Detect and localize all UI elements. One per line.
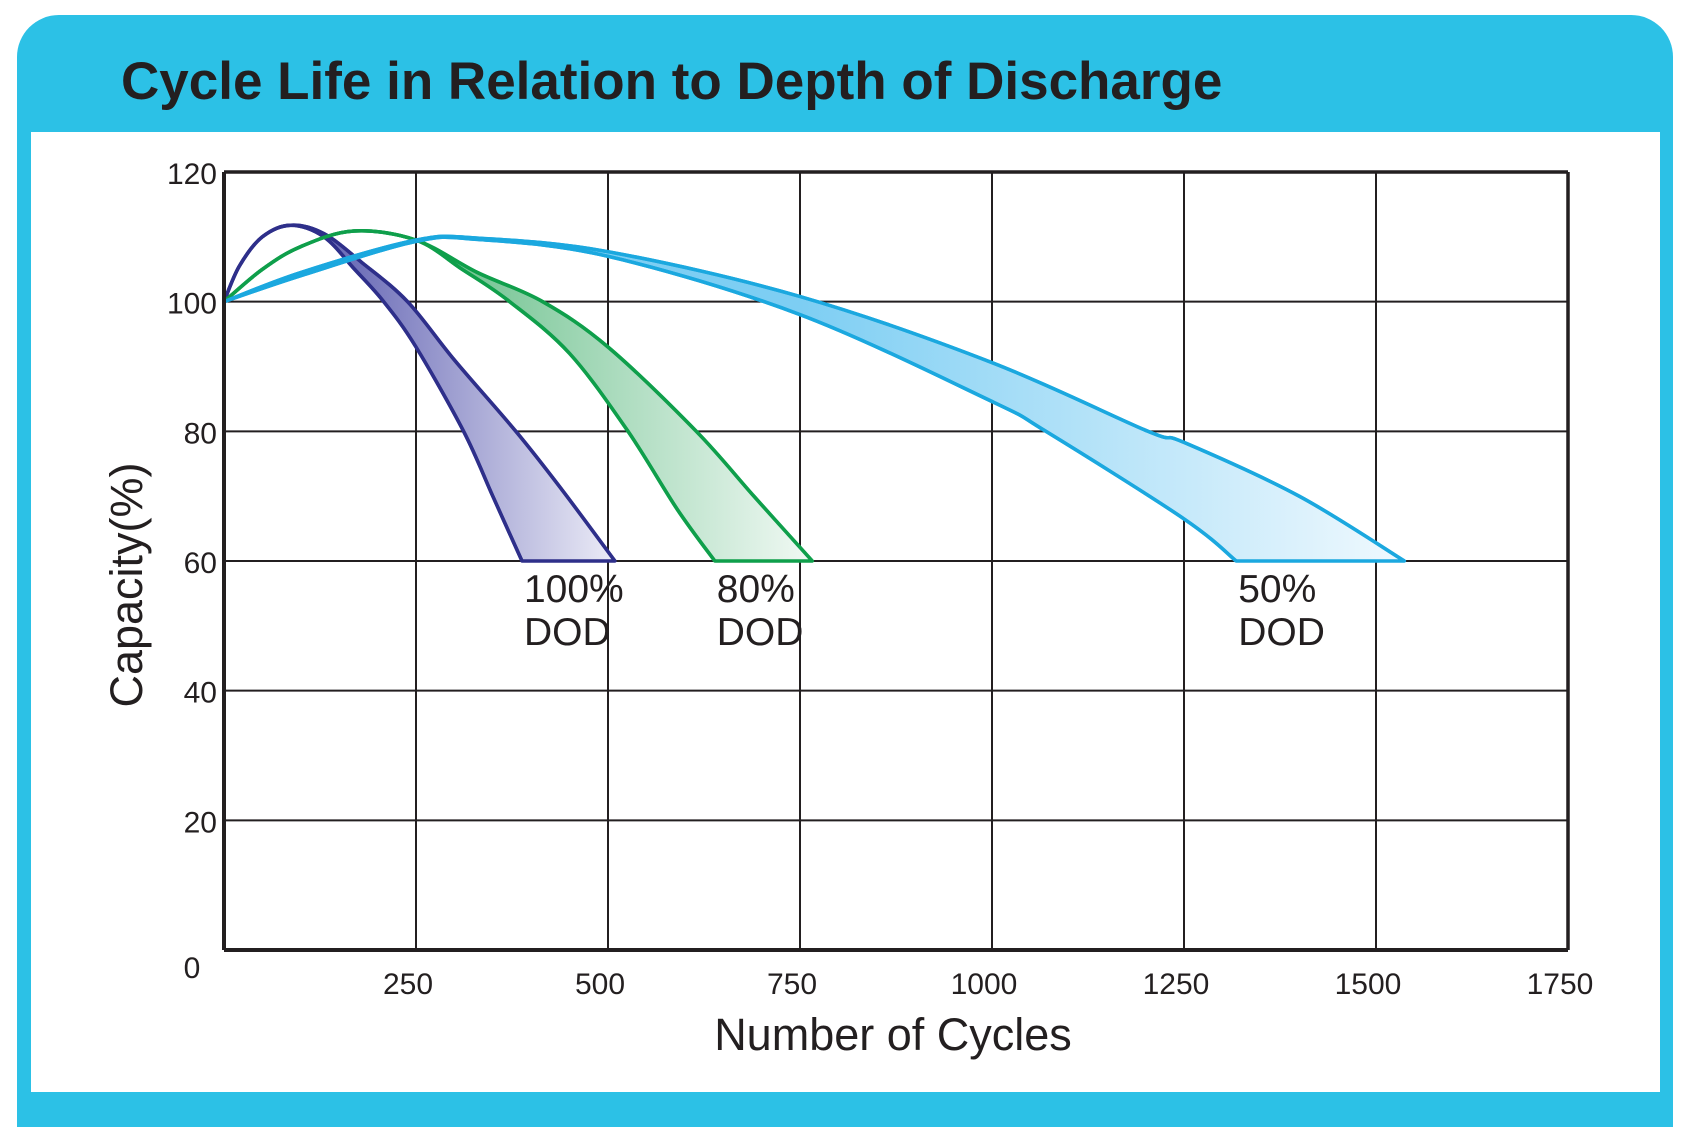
y-axis-label: Capacity(%) — [101, 462, 152, 707]
chart-panel — [31, 132, 1660, 1092]
x-tick-label: 1250 — [1143, 968, 1210, 1001]
x-tick-label: 250 — [383, 968, 433, 1001]
x-tick-label: 1750 — [1527, 968, 1594, 1001]
series-label-80-dod: DOD — [717, 611, 804, 654]
series-band-100-dod — [222, 223, 617, 563]
series-label-80-dod: 80% — [717, 568, 795, 611]
series-lower-line-80-dod — [222, 229, 717, 563]
y-tick-label: 40 — [184, 677, 217, 710]
series-band-50-dod — [222, 234, 1407, 563]
series-label-50-dod: 50% — [1238, 568, 1316, 611]
y-tick-label: 0 — [184, 952, 201, 985]
y-tick-label: 100 — [167, 288, 217, 321]
x-tick-label: 1500 — [1335, 968, 1402, 1001]
chart-title: Cycle Life in Relation to Depth of Disch… — [121, 52, 1223, 111]
series-label-50-dod: DOD — [1238, 611, 1325, 654]
series-label-100-dod: 100% — [524, 568, 624, 611]
x-tick-label: 750 — [767, 968, 817, 1001]
y-tick-label: 20 — [184, 806, 217, 839]
y-tick-label: 60 — [184, 547, 217, 580]
series-label-100-dod: DOD — [524, 611, 611, 654]
y-tick-label: 80 — [184, 417, 217, 450]
series-lower-line-50-dod — [223, 235, 1238, 563]
x-tick-label: 500 — [575, 968, 625, 1001]
x-tick-label: 1000 — [951, 968, 1018, 1001]
series-layer — [222, 223, 1407, 563]
y-tick-label: 120 — [167, 158, 217, 191]
tick-labels: 250 500 750 1000 1250 1500 1750 0 20 40 60 80 100 120 — [167, 158, 1593, 1001]
series-lower-line-100-dod — [222, 223, 524, 562]
axes — [222, 170, 1570, 952]
x-axis-label: Number of Cycles — [714, 1009, 1072, 1060]
